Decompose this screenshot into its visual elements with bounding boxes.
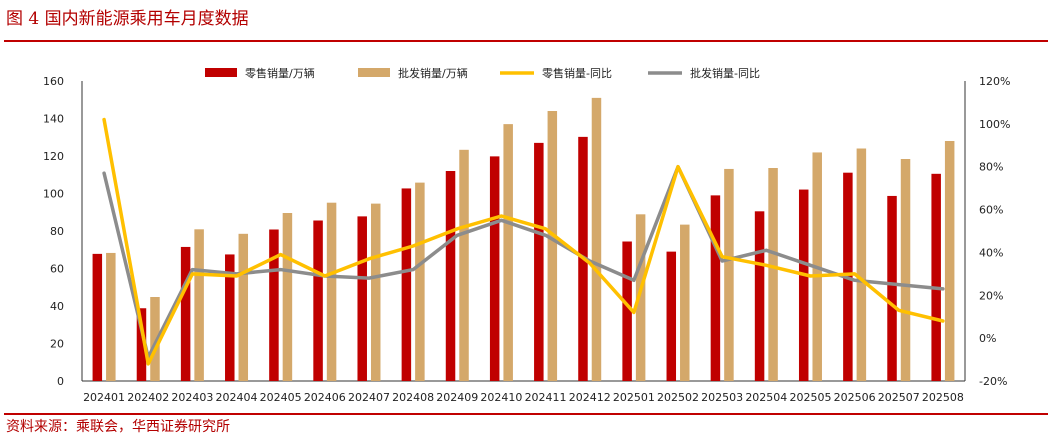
y-left-tick-label: 100: [43, 188, 64, 201]
bar-retail-202411: [534, 142, 544, 381]
bar-retail-202501: [622, 241, 632, 381]
figure-title: 图 4 国内新能源乘用车月度数据: [6, 9, 249, 29]
y-right-tick-label: 80%: [979, 161, 1003, 174]
x-tick-label: 202412: [569, 391, 611, 404]
y-right-tick-label: 120%: [979, 75, 1010, 88]
bar-wholesale-202502: [680, 224, 690, 381]
legend-label-1: 批发销量/万辆: [398, 66, 468, 80]
chart-legend: 零售销量/万辆 批发销量/万辆 零售销量-同比 批发销量-同比: [205, 66, 760, 80]
y-left-tick-label: 140: [43, 113, 64, 126]
bar-wholesale-202503: [724, 168, 734, 381]
x-tick-label: 202504: [745, 391, 787, 404]
x-tick-label: 202401: [83, 391, 125, 404]
x-tick-label: 202503: [701, 391, 743, 404]
top-rule: [4, 40, 1048, 42]
bar-wholesale-202403: [194, 229, 204, 381]
y-right-tick-label: -20%: [979, 375, 1007, 388]
y-left-tick-label: 60: [50, 263, 64, 276]
legend-swatch-1: [358, 68, 390, 77]
bar-wholesale-202501: [635, 214, 646, 381]
x-tick-label: 202404: [216, 391, 258, 404]
bar-wholesale-202507: [900, 159, 911, 381]
y-left-tick-label: 80: [50, 225, 64, 238]
y-left-tick-label: 120: [43, 150, 64, 163]
y-left-tick-label: 160: [43, 75, 64, 88]
bar-retail-202408: [401, 188, 412, 381]
y-right-tick-label: 40%: [979, 246, 1003, 259]
bar-retail-202406: [313, 220, 323, 381]
bar-retail-202504: [754, 211, 765, 381]
x-tick-label: 202403: [171, 391, 213, 404]
chart-lines: [102, 117, 945, 366]
x-tick-label: 202408: [392, 391, 434, 404]
x-tick-label: 202410: [480, 391, 522, 404]
chart-bars: [92, 97, 955, 381]
bar-wholesale-202406: [326, 202, 337, 381]
bar-wholesale-202411: [547, 111, 558, 381]
bar-wholesale-202408: [415, 182, 425, 381]
x-tick-label: 202502: [657, 391, 699, 404]
bar-wholesale-202401: [106, 252, 116, 381]
bar-wholesale-202504: [768, 168, 778, 381]
x-tick-label: 202501: [613, 391, 655, 404]
bar-retail-202508: [931, 173, 941, 381]
bar-wholesale-202405: [282, 213, 293, 381]
chart-tick-labels: 0 20 40 60 80 100 120 140 160 -20% 0% 20% 40% 60% 80% 1…: [43, 75, 1010, 404]
y-left-tick-label: 0: [57, 375, 64, 388]
x-tick-label: 202407: [348, 391, 390, 404]
bottom-rule: [4, 413, 1048, 415]
bar-retail-202502: [666, 251, 677, 381]
bar-retail-202410: [489, 156, 500, 381]
x-tick-label: 202505: [789, 391, 831, 404]
bar-wholesale-202402: [150, 297, 160, 381]
bar-retail-202507: [887, 195, 897, 381]
bar-retail-202403: [180, 246, 191, 381]
legend-label-3: 批发销量-同比: [690, 66, 760, 80]
x-tick-label: 202506: [834, 391, 876, 404]
legend-label-2: 零售销量-同比: [542, 66, 612, 80]
line-retail-yoy: [102, 117, 945, 366]
x-tick-label: 202409: [436, 391, 478, 404]
bar-retail-202407: [357, 216, 367, 381]
bar-retail-202505: [798, 189, 809, 381]
x-tick-label: 202411: [525, 391, 567, 404]
y-left-tick-label: 20: [50, 338, 64, 351]
x-tick-label: 202405: [260, 391, 302, 404]
bar-wholesale-202409: [459, 149, 469, 381]
y-right-tick-label: 0%: [979, 332, 996, 345]
bar-retail-202401: [92, 253, 103, 381]
bar-wholesale-202404: [238, 233, 249, 381]
y-right-tick-label: 20%: [979, 289, 1003, 302]
bar-wholesale-202506: [856, 148, 867, 381]
bar-wholesale-202410: [503, 124, 513, 381]
y-right-tick-label: 60%: [979, 204, 1003, 217]
bar-retail-202503: [710, 195, 721, 381]
legend-label-0: 零售销量/万辆: [245, 66, 315, 80]
bar-retail-202409: [445, 171, 456, 381]
x-tick-label: 202406: [304, 391, 346, 404]
y-left-tick-label: 40: [50, 300, 64, 313]
legend-swatch-0: [205, 68, 237, 77]
bar-retail-202405: [269, 229, 279, 381]
source-note: 资料来源：乘联会，华西证券研究所: [6, 419, 230, 435]
x-tick-label: 202507: [878, 391, 920, 404]
bar-retail-202402: [136, 308, 147, 381]
bar-wholesale-202412: [591, 97, 602, 381]
bar-wholesale-202508: [944, 141, 955, 381]
bar-retail-202404: [225, 254, 235, 381]
x-tick-label: 202508: [922, 391, 964, 404]
bar-wholesale-202407: [370, 203, 381, 381]
chart-axes: [81, 81, 966, 382]
y-right-tick-label: 100%: [979, 118, 1010, 131]
x-tick-label: 202402: [127, 391, 169, 404]
